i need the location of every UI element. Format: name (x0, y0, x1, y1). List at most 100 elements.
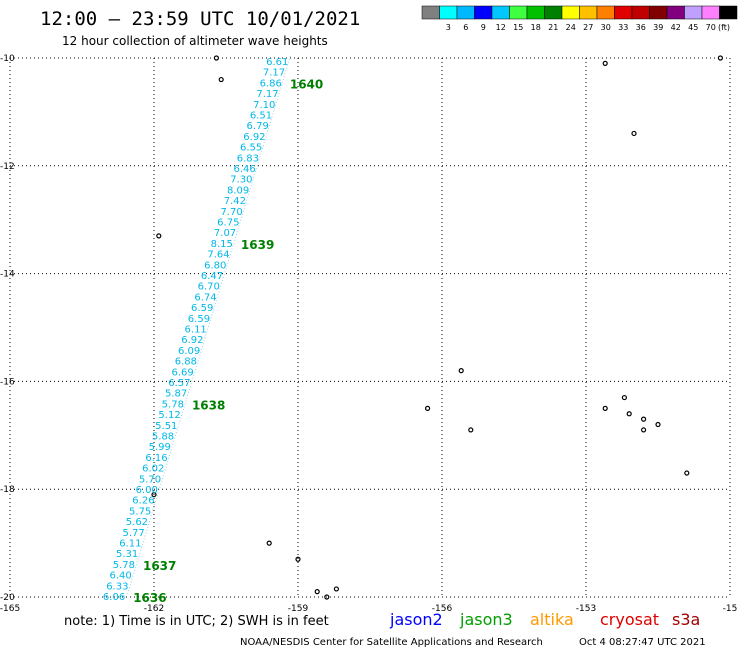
island-outline (602, 405, 608, 411)
x-tick-label: -162 (144, 604, 164, 614)
island-outline (684, 470, 690, 476)
pass-number: 1636 (133, 591, 166, 605)
legend-swatch (526, 5, 545, 20)
swh-value: 7.30 (230, 175, 252, 186)
swh-value: 6.06 (103, 592, 125, 603)
island-outline (621, 394, 628, 401)
swh-value: 5.77 (123, 528, 145, 539)
y-tick-label: -18 (0, 485, 15, 495)
satellite-name: jason3 (459, 610, 513, 629)
swh-value: 6.26 (132, 496, 154, 507)
legend-swatch (719, 5, 738, 20)
timestamp: Oct 4 08:27:47 UTC 2021 (579, 637, 706, 648)
swh-value: 5.12 (158, 410, 180, 421)
x-tick-label: -156 (432, 604, 453, 614)
swh-value: 6.88 (175, 357, 197, 368)
satellite-name: altika (530, 610, 574, 629)
island-outlines (151, 55, 724, 600)
island-outline (626, 411, 632, 417)
swh-value: 6.79 (247, 121, 269, 132)
swh-value: 5.51 (155, 421, 177, 432)
x-tick-label: -165 (0, 604, 20, 614)
satellite-name: cryosat (600, 610, 659, 629)
swh-value: 6.47 (201, 271, 223, 282)
swh-value: 6.02 (142, 464, 164, 475)
swh-value: 6.75 (217, 218, 239, 229)
island-outline (655, 421, 661, 428)
swh-value: 6.70 (198, 282, 220, 293)
legend-label: 21 (548, 23, 558, 32)
swh-value: 5.62 (126, 517, 148, 528)
island-outline (717, 55, 724, 61)
x-tick-labels: -165 -162 -159 -156 -153 -15 (0, 604, 737, 614)
swh-value: 6.16 (145, 453, 167, 464)
swh-value: 6.55 (240, 143, 262, 154)
map-grid (9, 57, 731, 598)
swh-value: 7.10 (253, 100, 275, 111)
legend-swatch (631, 5, 650, 20)
legend-label: 70 (706, 23, 716, 32)
legend-label: 18 (531, 23, 541, 32)
swh-value: 7.07 (214, 228, 236, 239)
pass-number: 1637 (143, 559, 176, 573)
satellite-name: s3a (672, 610, 700, 629)
island-outline (314, 589, 320, 595)
satellite-name: jason2 (389, 610, 443, 629)
legend-label: 3 (446, 23, 451, 32)
island-outline (425, 405, 431, 411)
pass-number: 1639 (241, 238, 274, 252)
color-legend: 3 6 9 12 15 18 21 24 27 30 33 36 39 42 45 70 (421, 5, 738, 32)
swh-value: 6.92 (243, 132, 265, 143)
swh-value: 7.42 (224, 196, 246, 207)
swh-value: 8.09 (227, 185, 249, 196)
swh-value: 5.78 (113, 560, 135, 571)
island-outline (468, 427, 474, 433)
chart-subtitle: 12 hour collection of altimeter wave hei… (62, 34, 328, 48)
swh-value: 7.70 (220, 207, 242, 218)
island-outline (151, 491, 157, 498)
swh-value: 6.00 (136, 485, 158, 496)
island-outline (266, 540, 272, 546)
legend-swatch (474, 5, 493, 20)
legend-label: 9 (481, 23, 486, 32)
y-tick-label: -14 (0, 270, 15, 280)
legend-swatch (561, 5, 580, 20)
legend-swatch (544, 5, 563, 20)
pass-number: 1638 (192, 398, 225, 412)
swh-value: 5.31 (116, 549, 138, 560)
legend-swatch (579, 5, 598, 20)
y-tick-labels: -10 -12 -14 -16 -18 -20 (0, 54, 15, 603)
track-line (126, 55, 291, 596)
swh-value: 6.40 (109, 571, 131, 582)
chart-title: 12:00 – 23:59 UTC 10/01/2021 (40, 8, 360, 30)
swh-value: 5.75 (129, 506, 151, 517)
legend-label: 27 (583, 23, 593, 32)
legend-label: 6 (463, 23, 468, 32)
swh-value: 6.83 (237, 153, 259, 164)
satellite-legend: jason2 jason3 altika cryosat s3a (389, 610, 700, 629)
swh-track: 6.617.176.867.177.106.516.796.926.556.83… (103, 55, 323, 605)
island-outline (295, 556, 301, 562)
legend-label: 45 (688, 23, 698, 32)
legend-swatch (491, 5, 510, 20)
swh-value: 6.09 (178, 346, 200, 357)
swh-value: 6.69 (171, 367, 193, 378)
legend-swatch (421, 5, 440, 20)
legend-label: 24 (566, 23, 576, 32)
legend-swatch (649, 5, 668, 20)
swh-value: 6.46 (233, 164, 255, 175)
swh-value: 8.15 (211, 239, 233, 250)
swh-value: 6.92 (181, 335, 203, 346)
swh-value: 7.64 (207, 250, 229, 261)
swh-value: 6.74 (194, 292, 216, 303)
island-outline (640, 427, 647, 433)
footer-note: note: 1) Time is in UTC; 2) SWH is in fe… (64, 614, 329, 629)
legend-swatch (439, 5, 458, 20)
island-outline (333, 586, 339, 592)
x-tick-label: -15 (723, 604, 738, 614)
legend-swatch (614, 5, 633, 20)
legend-label: 33 (618, 23, 628, 32)
legend-swatch (666, 5, 685, 20)
legend-label: 15 (513, 23, 523, 32)
